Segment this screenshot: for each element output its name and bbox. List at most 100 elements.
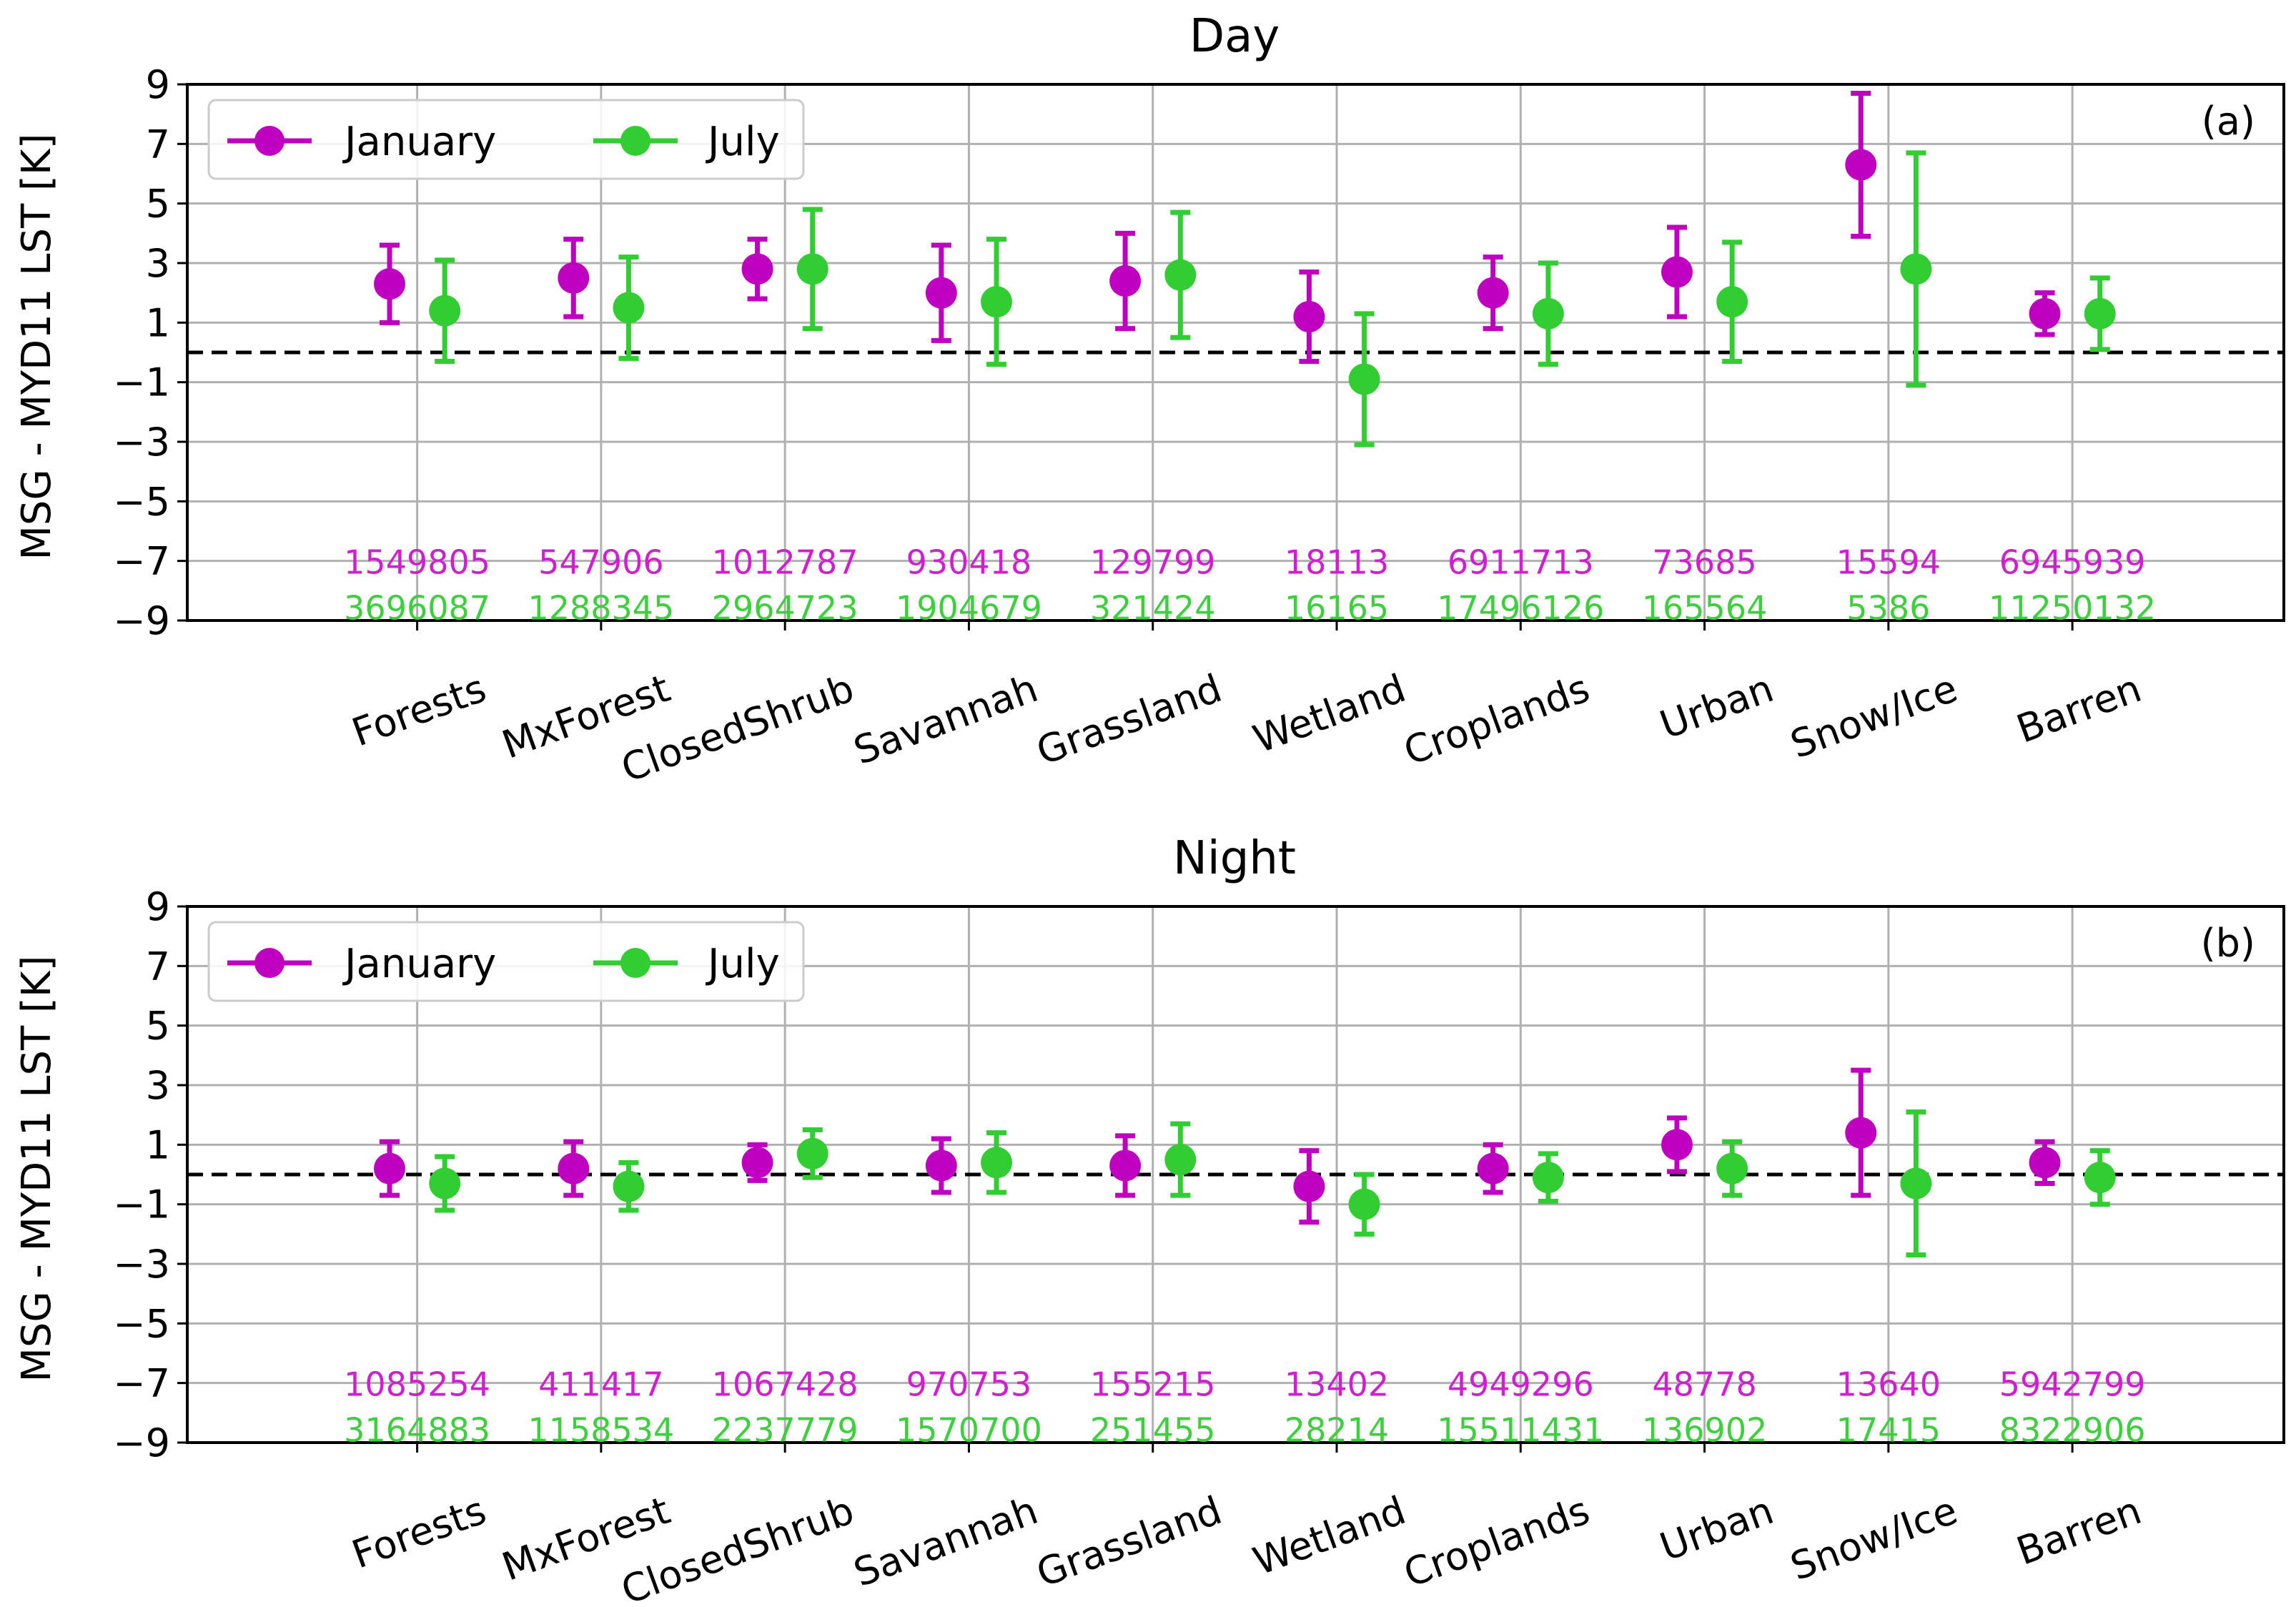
x-tick-label-savannah: Savannah	[848, 666, 1044, 773]
data-point	[374, 268, 406, 300]
data-point	[613, 1170, 645, 1202]
count-label-july: 5386	[1846, 588, 1930, 627]
data-point	[1661, 1129, 1693, 1161]
y-tick-label: −5	[113, 1301, 170, 1346]
count-label-july: 136902	[1642, 1410, 1768, 1449]
data-point	[796, 1137, 828, 1170]
data-point	[925, 277, 957, 309]
y-tick-label: −3	[113, 420, 170, 465]
x-axis: Forests MxForestClosedShrubSavannahGrassl…	[346, 620, 2147, 791]
errorbar-january-croplands	[1477, 254, 1509, 332]
data-point	[1900, 1167, 1932, 1200]
y-tick-label: 5	[146, 182, 170, 227]
count-label-january: 48778	[1652, 1365, 1756, 1404]
data-point	[1661, 256, 1693, 288]
count-label-july: 3164883	[344, 1410, 490, 1449]
data-point	[1845, 149, 1877, 181]
y-tick-label: 1	[146, 300, 170, 345]
errorbar-january-barren	[2029, 1139, 2061, 1186]
y-tick-label: 9	[146, 62, 170, 107]
plot-frame	[186, 83, 2285, 622]
x-tick-label-croplands: Croplands	[1398, 1488, 1595, 1596]
panel-label: (b)	[2201, 921, 2255, 966]
errorbar-july-mxforest	[613, 1159, 645, 1213]
count-label-july: 251455	[1090, 1410, 1216, 1449]
count-label-january: 1067428	[712, 1365, 858, 1404]
errorbar-july-barren	[2084, 1148, 2116, 1207]
legend-july-label: July	[706, 941, 780, 987]
y-axis: 9 7 5 3 1 −1 −3 −5 −7 −9	[113, 62, 187, 643]
count-label-january: 129799	[1090, 543, 1216, 582]
y-tick-label: 7	[146, 944, 170, 989]
errorbar-july-grassland	[1164, 1121, 1197, 1198]
errorbar-july-mxforest	[613, 254, 645, 361]
legend-july-marker	[620, 126, 650, 156]
count-label-january: 547906	[538, 543, 664, 582]
legend-box	[207, 99, 805, 180]
x-tick-label-urban: Urban	[1654, 666, 1779, 748]
errorbar-january-croplands	[1477, 1142, 1509, 1195]
data-point	[1477, 1152, 1509, 1185]
data-point	[1164, 1144, 1197, 1176]
count-label-july: 3696087	[344, 588, 490, 627]
data-point	[2084, 297, 2116, 330]
count-label-january: 5942799	[1999, 1365, 2146, 1404]
y-axis-label: MSG - MYD11 LST [K]	[14, 134, 60, 560]
errorbar-january-barren	[2029, 290, 2061, 337]
count-label-january: 4949296	[1448, 1365, 1594, 1404]
count-label-january: 6911713	[1448, 543, 1594, 582]
data-point	[1109, 1149, 1142, 1182]
legend-july-label: July	[706, 119, 780, 165]
errorbar-july-wetland	[1348, 311, 1380, 448]
y-tick-label: 1	[146, 1122, 170, 1167]
count-label-january: 13402	[1285, 1365, 1389, 1404]
errorbar-january-urban	[1661, 224, 1693, 320]
y-tick-label: 7	[146, 122, 170, 167]
count-label-july: 17496126	[1437, 588, 1604, 627]
count-label-january: 155215	[1090, 1365, 1216, 1404]
y-tick-label: −3	[113, 1242, 170, 1287]
data-point	[558, 262, 590, 294]
data-point	[796, 253, 828, 285]
data-point	[374, 1152, 406, 1185]
y-tick-label: −5	[113, 479, 170, 524]
errorbar-july-wetland	[1348, 1172, 1380, 1237]
errorbar-july-urban	[1716, 1139, 1748, 1198]
legend-january-marker	[254, 126, 284, 156]
legend-january-label: January	[342, 119, 496, 165]
errorbar-january-grassland	[1109, 230, 1142, 332]
y-tick-label: −9	[113, 1420, 170, 1465]
y-axis-label: MSG - MYD11 LST [K]	[14, 956, 60, 1383]
x-tick-label-barren: Barren	[2011, 666, 2147, 752]
errorbar-july-closedshrub	[796, 1127, 828, 1180]
count-label-january: 18113	[1285, 543, 1389, 582]
panel-title: Day	[1189, 10, 1280, 63]
y-tick-label: −1	[113, 1182, 170, 1227]
count-label-july: 2964723	[712, 588, 858, 627]
count-label-january: 930418	[906, 543, 1032, 582]
legend-january-label: January	[342, 941, 496, 987]
data-point	[1348, 363, 1380, 395]
errorbar-january-grassland	[1109, 1133, 1142, 1198]
x-tick-label-grassland: Grassland	[1031, 666, 1227, 774]
data-point	[1716, 286, 1748, 318]
errorbar-january-forests	[374, 242, 406, 325]
count-label-january: 6945939	[1999, 543, 2146, 582]
errorbar-july-forests	[429, 1154, 461, 1213]
data-point	[1845, 1117, 1877, 1149]
errorbar-january-wetland	[1293, 270, 1325, 364]
y-tick-label: 9	[146, 884, 170, 929]
x-axis: Forests MxForestClosedShrubSavannahGrassl…	[346, 1443, 2147, 1607]
count-label-january: 970753	[906, 1365, 1032, 1404]
data-point	[1477, 277, 1509, 309]
data-point	[981, 1147, 1013, 1179]
sample-counts: 1549805 547906 1012787 930418 129799 18113 691…	[344, 543, 2156, 628]
data-point	[429, 295, 461, 327]
legend: January July	[207, 921, 805, 1002]
count-label-january: 73685	[1652, 543, 1756, 582]
errorbar-july-snow-ice	[1900, 150, 1932, 388]
data-point	[2029, 297, 2061, 330]
errorbar-january-wetland	[1293, 1148, 1325, 1225]
data-marks	[374, 1067, 2116, 1257]
count-label-july: 15511431	[1437, 1410, 1604, 1449]
